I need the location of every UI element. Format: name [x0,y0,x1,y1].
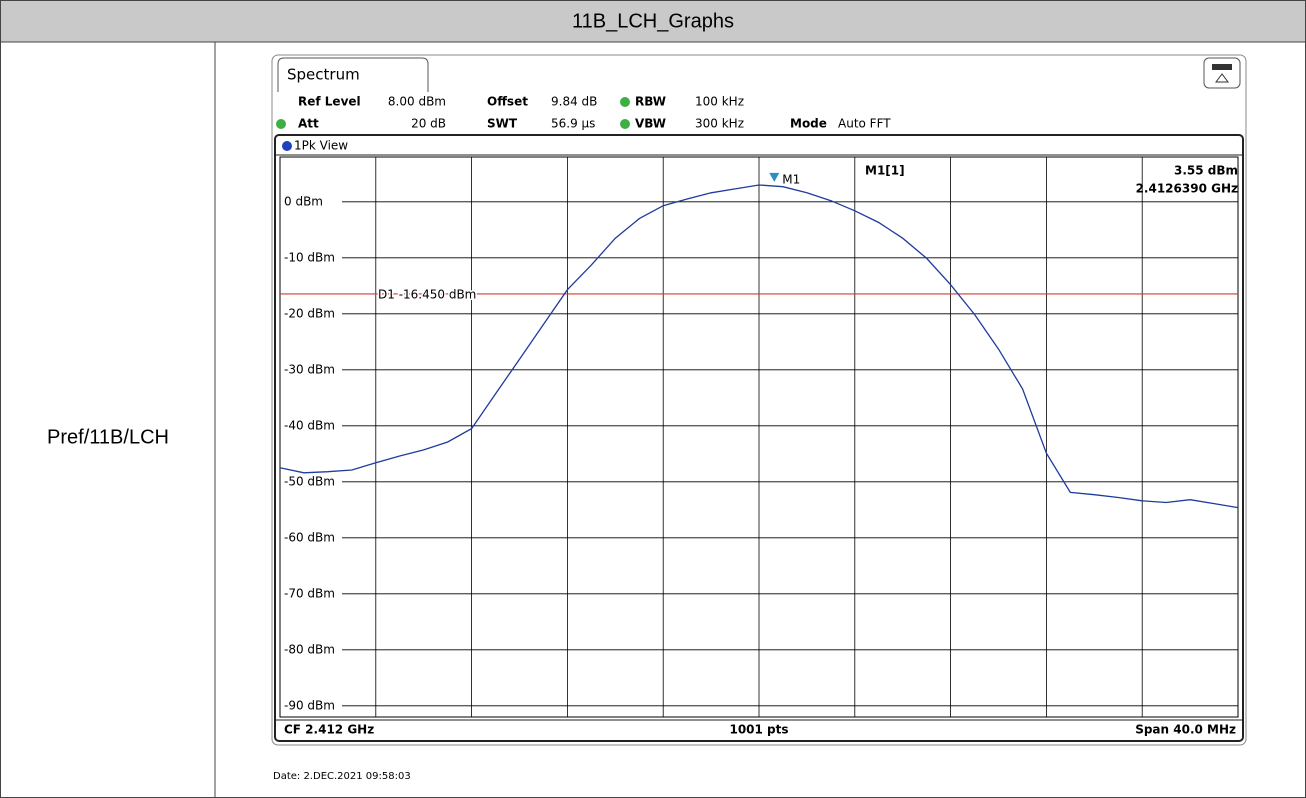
footer-left: CF 2.412 GHz [284,723,374,737]
led [620,97,630,107]
setting-value: Auto FFT [838,117,891,131]
y-tick-label: -30 dBm [284,362,335,376]
view-dot [282,141,292,151]
icon [1203,57,1241,89]
display-line-label: D1 -16.450 dBm [378,287,476,301]
footer-center: 1001 pts [729,723,788,737]
setting-value: 56.9 µs [551,117,595,131]
setting-name: Att [298,117,319,131]
view-label: 1Pk View [294,139,348,153]
y-tick-label: 0 dBm [284,194,323,208]
setting-value: 300 kHz [695,117,744,131]
setting-name: VBW [635,117,666,131]
header-bg [0,0,1306,42]
setting-value: 100 kHz [695,95,744,109]
y-tick-label: -10 dBm [284,250,335,264]
table-title: 11B_LCH_Graphs [572,10,734,32]
setting-value: 9.84 dB [551,95,597,109]
marker-readout: M1[1] [865,164,905,178]
setting-name: Mode [790,117,827,131]
row-label: Pref/11B/LCH [47,426,169,448]
tab-label: Spectrum [287,66,360,84]
footer-right: Span 40.0 MHz [1135,723,1236,737]
setting-value: 8.00 dBm [388,95,446,109]
setting-value: 20 dB [411,117,446,131]
y-tick-label: -70 dBm [284,586,335,600]
date: Date: 2.DEC.2021 09:58:03 [273,771,411,782]
icon-triangle [1215,73,1229,83]
tab [277,57,429,92]
y-tick-label: -80 dBm [284,642,335,656]
y-tick-label: -50 dBm [284,474,335,488]
trace [279,184,1239,509]
setting-name: RBW [635,95,666,109]
y-tick-label: -60 dBm [284,530,335,544]
led [620,119,630,129]
setting-name: SWT [487,117,518,131]
y-tick-label: -40 dBm [284,418,335,432]
setting-name: Offset [487,95,528,109]
marker-value: 3.55 dBm [1174,164,1238,178]
marker-label: M1 [782,172,800,186]
y-tick-label: -20 dBm [284,306,335,320]
setting-name: Ref Level [298,95,361,109]
icon-bar [1212,64,1232,70]
marker [769,172,780,182]
y-tick-label: -90 dBm [284,698,335,712]
marker-x: 2.4126390 GHz [1136,182,1238,196]
led [276,119,286,129]
